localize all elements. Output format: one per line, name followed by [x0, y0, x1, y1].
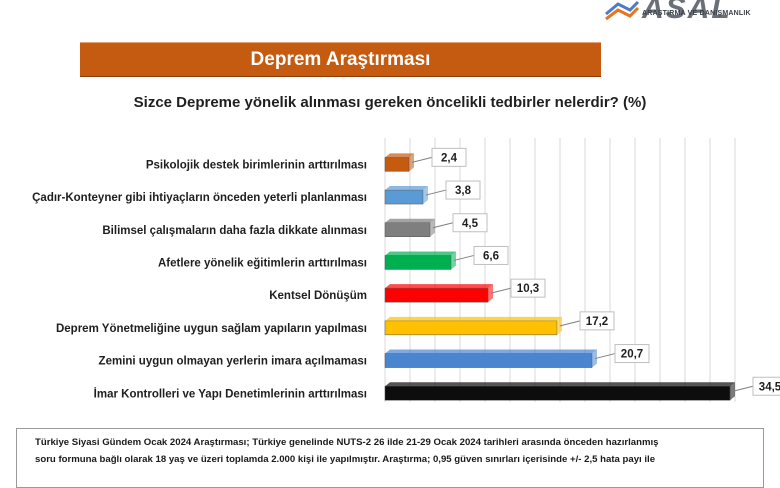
bar-end-face [423, 186, 428, 205]
bar-end-face [409, 153, 414, 172]
bar-end-face [451, 251, 456, 270]
bar [384, 189, 424, 205]
value-callout [614, 344, 650, 364]
survey-question: Sizce Depreme yönelik alınması gereken ö… [133, 94, 647, 111]
value-callout [579, 311, 615, 331]
logo-name: ASAL [642, 0, 732, 25]
value-callout [452, 213, 488, 233]
bar-end-face [488, 284, 493, 303]
bar-top-face [385, 349, 597, 354]
callout-leader [490, 287, 512, 294]
methodology-note: Türkiye Siyasi Gündem Ocak 2024 Araştırm… [16, 428, 764, 488]
category-label: Kentsel Dönüşüm [269, 290, 367, 302]
value-callout [510, 278, 546, 298]
value-callout [473, 245, 509, 265]
logo-subtitle: ARAŞTIRMA VE DANIŞMANLIK [642, 10, 751, 17]
bar [384, 353, 593, 368]
bar-end-face [592, 349, 597, 368]
callout-leader [411, 156, 433, 163]
category-label: Zemini uygun olmayan yerlerin imara açıl… [99, 356, 367, 368]
callout-leader [432, 222, 454, 229]
banner-title: Deprem Araştırması [250, 48, 431, 70]
data-label: 2,4 [441, 152, 458, 164]
callout-leader [732, 385, 754, 392]
bar-end-face [430, 218, 435, 237]
category-label: Çadır-Konteyner gibi ihtiyaçların öncede… [32, 192, 367, 204]
data-label: 10,3 [517, 283, 539, 295]
data-label: 4,5 [462, 218, 479, 230]
logo-mark-icon [605, 0, 640, 21]
data-label: 20,7 [621, 349, 643, 361]
bar [384, 222, 431, 237]
methodology-line-2: soru formuna bağlı olarak 18 yaş ve üzer… [35, 454, 656, 465]
data-label: 34,5 [759, 381, 780, 393]
bar-chart: Psikolojik destek birimlerinin arttırılm… [32, 138, 780, 402]
company-logo: ASAL ARAŞTIRMA VE DANIŞMANLIK [604, 0, 780, 25]
title-banner: Deprem Araştırması [80, 42, 601, 77]
category-label: Psikolojik destek birimlerinin arttırılm… [146, 159, 367, 171]
bar-top-face [385, 218, 435, 223]
bar-top-face [385, 251, 456, 256]
data-label: 6,6 [483, 250, 499, 262]
category-label: İmar Kontrolleri ve Yapı Denetimlerinin … [94, 387, 367, 400]
bar [384, 157, 410, 172]
bar-end-face [730, 382, 735, 401]
category-label: Bilimsel çalışmaların daha fazla dikkate… [102, 225, 367, 237]
callout-leader [594, 353, 616, 360]
bar [384, 320, 558, 336]
value-callout [752, 376, 780, 396]
bar-end-face [557, 316, 562, 335]
callout-leader [559, 320, 581, 327]
bar [384, 386, 731, 401]
callout-leader [425, 189, 447, 196]
bar [384, 255, 452, 270]
callout-leader [453, 254, 475, 261]
category-label: Deprem Yönetmeliğine uygun sağlam yapıla… [56, 323, 367, 335]
bar-top-face [385, 284, 493, 289]
category-label: Afetlere yönelik eğitimlerin arttırılmas… [158, 257, 367, 269]
methodology-line-1: Türkiye Siyasi Gündem Ocak 2024 Araştırm… [35, 437, 659, 448]
value-callout [431, 147, 467, 167]
value-callout [445, 180, 481, 200]
bar [384, 287, 489, 303]
data-label: 3,8 [455, 185, 472, 197]
data-label: 17,2 [586, 316, 608, 328]
bar-top-face [385, 316, 562, 321]
bar-top-face [385, 153, 414, 158]
bar-top-face [385, 382, 735, 387]
bar-top-face [385, 186, 428, 191]
